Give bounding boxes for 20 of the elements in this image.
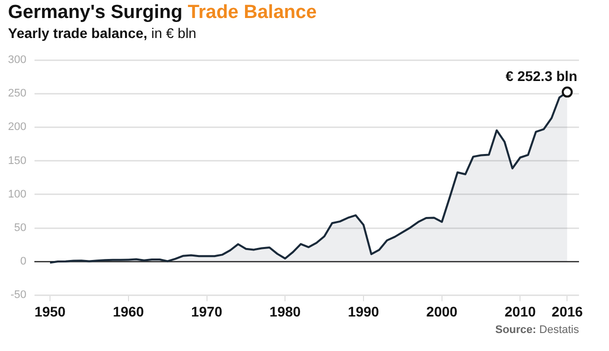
- y-tick-label: 50: [14, 222, 26, 234]
- annotation: € 252.3 bln: [506, 68, 578, 84]
- y-tick-label: 250: [8, 88, 26, 100]
- x-tick-label: 1950: [34, 303, 66, 320]
- y-tick-label: 0: [20, 256, 26, 268]
- x-tick-label: 2010: [504, 303, 536, 320]
- chart-title: Germany's Surging Trade Balance: [8, 2, 317, 23]
- y-tick-label: -50: [10, 289, 26, 302]
- x-tick-label: 2016: [552, 303, 584, 320]
- chart-subtitle: Yearly trade balance, in € bln: [8, 25, 196, 41]
- x-tick-label: 1970: [191, 303, 223, 320]
- x-tick-label: 2000: [426, 303, 458, 320]
- x-tick-label: 1980: [270, 303, 301, 320]
- source-note: Source: Destatis: [495, 324, 579, 336]
- y-tick-label: 150: [8, 154, 26, 167]
- y-tick-label: 100: [8, 188, 26, 200]
- x-tick-label: 1960: [112, 303, 144, 320]
- x-tick-label: 1990: [348, 303, 380, 320]
- y-tick-label: 300: [8, 54, 26, 66]
- y-tick-label: 200: [8, 121, 26, 134]
